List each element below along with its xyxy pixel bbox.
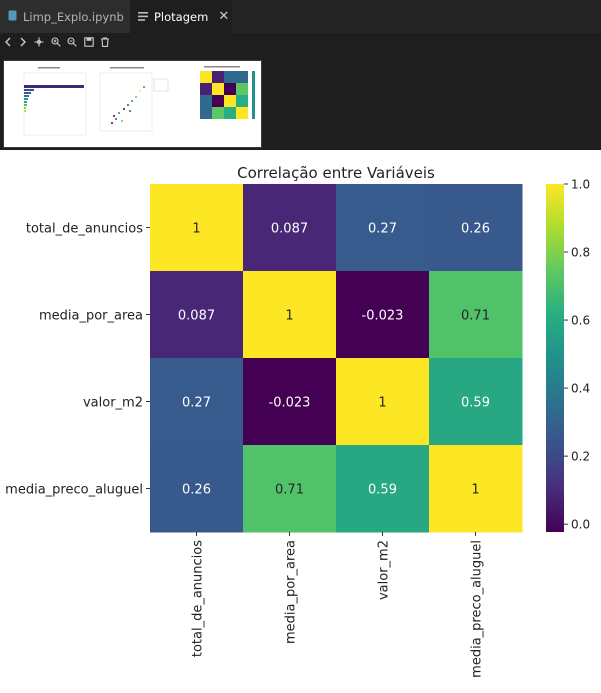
heatmap-cell	[243, 445, 337, 533]
plot-toolbar	[0, 33, 601, 50]
move-icon[interactable]	[33, 34, 44, 49]
heatmap-cell	[150, 271, 244, 359]
zoom-in-icon[interactable]	[50, 34, 61, 49]
colorbar-tick-label: 0.4	[571, 382, 590, 396]
cell-value-label: 0.26	[182, 483, 211, 498]
heatmap-cell	[243, 358, 337, 446]
cell-value-label: 0.26	[461, 222, 490, 237]
y-axis-label: valor_m2	[83, 396, 143, 411]
heatmap-cell	[336, 184, 430, 272]
plot-thumbnails	[3, 60, 262, 148]
colorbar-tick-label: 1.0	[571, 178, 590, 192]
heatmap-cell	[243, 271, 337, 359]
heatmap-cell	[150, 358, 244, 446]
heatmap-cell	[150, 445, 244, 533]
tab-notebook[interactable]: Limp_Explo.ipynb	[0, 0, 130, 33]
colorbar-tick-label: 0.0	[571, 518, 590, 532]
heatmap-cell	[336, 358, 430, 446]
x-axis-label: media_preco_aluguel	[470, 540, 485, 678]
plot-history-panel	[0, 50, 601, 150]
cell-value-label: 0.087	[178, 309, 215, 324]
thumbnail-heatmap[interactable]	[178, 63, 259, 145]
close-icon[interactable]: ✕	[218, 9, 230, 24]
chevron-left-icon[interactable]	[2, 34, 13, 49]
cell-value-label: 0.71	[461, 309, 490, 324]
colorbar-tick-label: 0.6	[571, 314, 590, 328]
thumbnail-scatter-chart[interactable]	[92, 63, 174, 145]
x-axis-label: valor_m2	[377, 540, 392, 600]
y-axis-label: media_por_area	[39, 309, 143, 324]
heatmap-cell	[429, 358, 523, 446]
zoom-out-icon[interactable]	[66, 34, 77, 49]
cell-value-label: 0.27	[182, 396, 211, 411]
cell-value-label: 0.59	[461, 396, 490, 411]
plot-icon	[138, 10, 148, 24]
x-axis-label: media_por_area	[284, 540, 299, 644]
colorbar	[546, 184, 564, 532]
trash-icon[interactable]	[99, 34, 110, 49]
editor-tab-bar: Limp_Explo.ipynb Plotagem ✕	[0, 0, 601, 33]
cell-value-label: -0.023	[269, 396, 311, 411]
correlation-heatmap: Correlação entre Variáveis 1 0.087 0.27 0.2…	[5, 164, 590, 678]
colorbar-tick-label: 0.2	[571, 450, 590, 464]
chart-title: Correlação entre Variáveis	[237, 164, 435, 182]
heatmap-cell	[243, 184, 337, 272]
colorbar-tick-label: 0.8	[571, 246, 590, 260]
plot-canvas: Correlação entre Variáveis 1 0.087 0.27 0.2…	[0, 150, 601, 689]
heatmap-cell	[336, 445, 430, 533]
notebook-icon	[8, 10, 17, 24]
heatmap-cell	[336, 271, 430, 359]
cell-value-label: -0.023	[362, 309, 404, 324]
thumbnail-bar-chart[interactable]	[6, 63, 88, 145]
save-icon[interactable]	[83, 34, 94, 49]
heatmap-cell	[429, 271, 523, 359]
heatmap-cell	[429, 184, 523, 272]
cell-value-label: 0.087	[271, 222, 308, 237]
cell-value-label: 1	[378, 396, 386, 411]
heatmap-cell	[150, 184, 244, 272]
cell-value-label: 0.27	[368, 222, 397, 237]
x-axis-label: total_de_anuncios	[191, 540, 206, 657]
tab-label: Plotagem	[154, 9, 209, 24]
tab-plotagem[interactable]: Plotagem ✕	[130, 0, 232, 33]
cell-value-label: 0.71	[275, 483, 304, 498]
heatmap-cell	[429, 445, 523, 533]
y-axis-label: media_preco_aluguel	[5, 483, 143, 498]
cell-value-label: 1	[471, 483, 479, 498]
cell-value-label: 1	[192, 222, 200, 237]
y-axis-label: total_de_anuncios	[26, 222, 143, 237]
cell-value-label: 0.59	[368, 483, 397, 498]
cell-value-label: 1	[285, 309, 293, 324]
chevron-right-icon[interactable]	[17, 34, 28, 49]
tab-label: Limp_Explo.ipynb	[23, 9, 124, 24]
